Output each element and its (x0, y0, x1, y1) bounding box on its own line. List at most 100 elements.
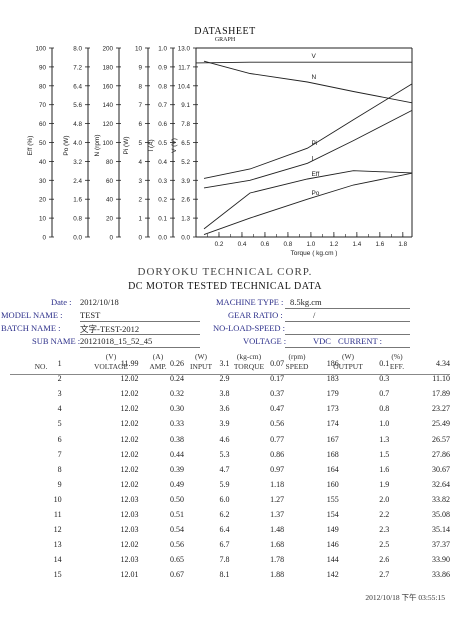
series-po-line (203, 172, 413, 236)
axis-label: Pi (W) (123, 136, 130, 154)
no-load-speed-label: NO-LOAD-SPEED : (213, 323, 286, 333)
tick-label: 0.3 (158, 178, 167, 185)
table-cell: 160 (326, 479, 339, 489)
table-row: 15 12.01 0.67 8.1 1.88 142 2.7 33.86 (10, 567, 450, 582)
voltage-underline (285, 336, 410, 348)
tick-label: 1.0 (158, 46, 167, 53)
table-cell: 13 (53, 540, 62, 550)
table-cell: 168 (326, 449, 339, 459)
table-cell: 1 (57, 359, 62, 369)
col-output: OUTPUT (333, 362, 363, 371)
table-cell: 0.3 (379, 374, 390, 384)
tick-label: 10 (135, 46, 143, 53)
table-cell: 26.57 (432, 434, 450, 444)
voltage-value: VDC (313, 336, 331, 346)
table-cell: 12.03 (120, 555, 139, 565)
table-cell: 5 (57, 419, 62, 429)
table-cell: 25.49 (432, 419, 450, 429)
table-cell: 6 (57, 434, 62, 444)
tick-label: 0.2 (158, 197, 167, 204)
table-row: 1 11.99 0.26 3.1 0.07 186 0.1 4.34 (10, 356, 450, 371)
table-row: 4 12.02 0.30 3.6 0.47 173 0.8 23.27 (10, 401, 450, 416)
tick-label: 9 (138, 64, 142, 71)
print-timestamp: 2012/10/18 下午 03:55:15 (365, 593, 445, 602)
table-cell: 154 (326, 509, 339, 519)
col-no: NO. (34, 362, 48, 371)
table-cell: 33.86 (432, 570, 450, 580)
table-cell: 0.54 (169, 525, 184, 535)
datasheet-title: DATASHEET (194, 26, 256, 37)
table-cell: 149 (326, 525, 339, 535)
table-cell: 27.86 (432, 449, 450, 459)
table-cell: 0.33 (169, 419, 184, 429)
table-cell: 11 (53, 509, 62, 519)
table-cell: 8.1 (219, 570, 230, 580)
table-cell: 186 (326, 359, 339, 369)
col-speed: SPEED (285, 362, 309, 371)
table-cell: 23.27 (432, 404, 450, 414)
table-cell: 2 (57, 374, 62, 384)
table-cell: 12.03 (120, 494, 139, 504)
axis-label: I (A) (148, 139, 155, 151)
table-cell: 142 (326, 570, 339, 580)
date-label: Date : (51, 297, 72, 307)
table-cell: 3 (57, 389, 62, 399)
table-cell: 17.89 (432, 389, 450, 399)
table-row: 10 12.03 0.50 6.0 1.27 155 2.0 33.82 (10, 492, 450, 507)
tick-label: 160 (102, 83, 113, 90)
table-row: 14 12.03 0.65 7.8 1.78 144 2.6 33.90 (10, 552, 450, 567)
model-name-label: MODEL NAME : (1, 310, 63, 320)
table-cell: 4.34 (436, 359, 450, 369)
table-cell: 2.3 (379, 525, 390, 535)
current-label: CURRENT : (338, 336, 383, 346)
table-cell: 0.56 (270, 419, 285, 429)
table-row: 11 12.03 0.51 6.2 1.37 154 2.2 35.08 (10, 507, 450, 522)
tick-label: 0.5 (158, 140, 167, 147)
table-cell: 11.10 (432, 374, 450, 384)
table-cell: 0.32 (169, 389, 184, 399)
series-n-label: N (311, 74, 316, 81)
tick-label: 5 (138, 140, 142, 147)
table-cell: 2.0 (379, 494, 390, 504)
x-tick-label: 0.4 (238, 241, 247, 248)
table-cell: 12.02 (120, 540, 139, 550)
tick-label: 1.6 (73, 197, 82, 204)
unit-torque: (kg-cm) (236, 352, 262, 361)
table-cell: 0.50 (169, 494, 184, 504)
tick-label: 6 (138, 121, 142, 128)
batch-name-value: 文字-TEST-2012 (80, 324, 140, 334)
tick-label: 0.6 (158, 121, 167, 128)
tick-label: 0.0 (181, 235, 190, 242)
tick-label: 7 (138, 102, 142, 109)
table-cell: 11.99 (120, 359, 139, 369)
table-cell: 37.37 (432, 540, 450, 550)
col-torque: TORQUE (233, 362, 265, 371)
table-cell: 15 (53, 570, 62, 580)
tick-label: 40 (106, 197, 114, 204)
table-cell: 1.68 (270, 540, 285, 550)
table-cell: 179 (326, 389, 339, 399)
table-cell: 146 (326, 540, 339, 550)
table-cell: 2.6 (379, 555, 390, 565)
x-tick-label: 0.8 (284, 241, 293, 248)
series-pi-line (203, 83, 413, 179)
voltage-label: VOLTAGE : (243, 336, 287, 346)
tick-label: 0.8 (73, 216, 82, 223)
table-cell: 2.9 (219, 374, 230, 384)
tick-label: 0.1 (158, 216, 167, 223)
table-cell: 0.17 (270, 374, 285, 384)
table-cell: 30.67 (432, 464, 450, 474)
table-header: (V) (A) (W) (kg-cm) (rpm) (W) (%) NO. VO… (0, 352, 450, 376)
table-cell: 0.77 (270, 434, 285, 444)
x-tick-label: 0.2 (215, 241, 224, 248)
table-cell: 3.9 (219, 419, 230, 429)
tick-label: 4.8 (73, 121, 82, 128)
table-cell: 1.9 (379, 479, 390, 489)
table-cell: 7 (57, 449, 62, 459)
unit-voltage: (V) (105, 352, 117, 361)
tick-label: 0.9 (158, 64, 167, 71)
table-cell: 0.38 (169, 434, 184, 444)
tick-label: 30 (39, 178, 47, 185)
sub-name-label: SUB NAME : (32, 336, 81, 346)
col-eff: EFF. (389, 362, 405, 371)
